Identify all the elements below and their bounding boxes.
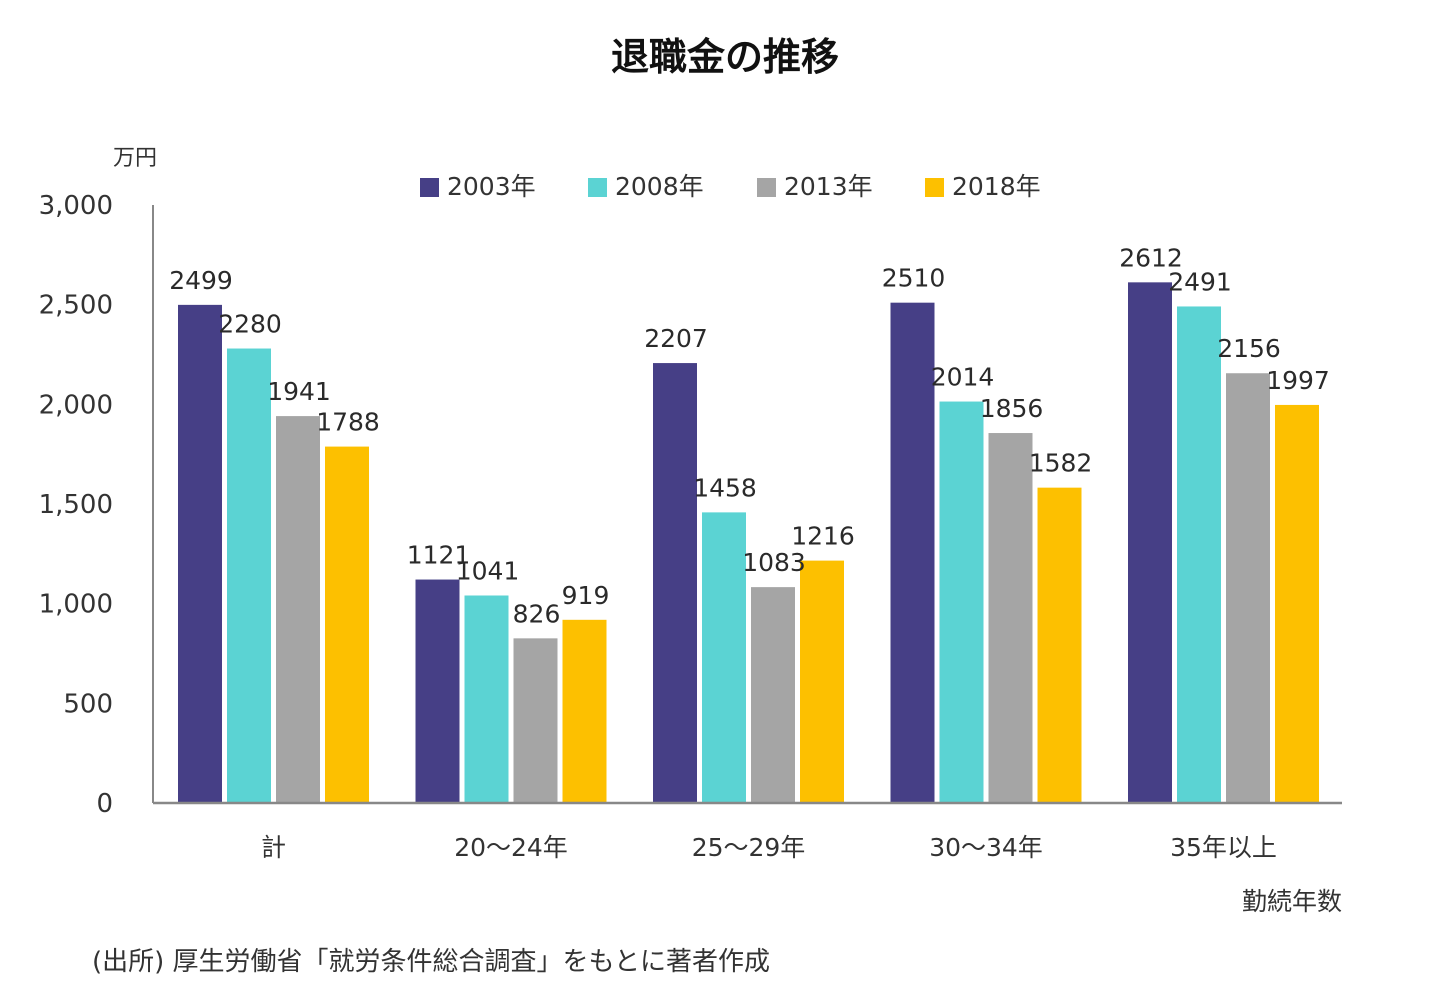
chart-title: 退職金の推移 [611,35,839,79]
bar [751,587,795,803]
source-note: (出所) 厚生労働省「就労条件総合調査」をもとに著者作成 [92,947,770,977]
bar [988,433,1033,803]
data-label: 1083 [742,548,806,577]
legend-label: 2013年 [784,172,873,201]
bar [227,348,271,803]
bars [178,282,1319,804]
bar [702,512,746,803]
bar [800,560,844,803]
y-tick-label: 3,000 [39,191,113,221]
bar [415,579,460,803]
bar [513,638,558,803]
data-label: 826 [513,599,561,628]
y-tick-label: 0 [96,789,113,819]
data-label: 1582 [1029,449,1093,478]
x-axis-categories: 計 20～24年 25～29年 30～34年 35年以上 [261,833,1277,862]
x-category-label: 20～24年 [454,833,568,862]
legend-label: 2018年 [952,172,1041,201]
data-label: 919 [562,581,610,610]
bar [653,363,697,803]
legend-label: 2008年 [615,172,704,201]
y-tick-label: 500 [63,689,113,719]
legend-swatch [588,178,607,197]
bar [1177,306,1221,803]
bar [178,304,222,803]
data-label: 2014 [931,363,995,392]
y-axis-unit-label: 万円 [113,146,157,171]
data-label: 1788 [316,408,380,437]
legend-item: 2008年 [588,172,704,201]
x-axis-title: 勤続年数 [1242,887,1342,916]
data-label: 1458 [693,473,757,502]
bar [325,446,369,803]
x-category-label: 30～34年 [929,833,1043,862]
x-category-label: 計 [261,833,286,862]
legend-swatch [757,178,776,197]
data-label: 2280 [218,310,282,339]
bar [939,401,984,803]
data-label: 2156 [1217,334,1281,363]
y-tick-label: 2,000 [39,390,113,420]
y-tick-label: 2,500 [39,291,113,321]
bar [1128,282,1172,804]
legend-swatch [420,178,439,197]
bar [464,595,509,803]
y-tick-label: 1,000 [39,590,113,620]
bar [890,302,935,803]
data-label: 1997 [1266,366,1330,395]
data-label: 2499 [169,266,233,295]
data-label: 1216 [791,522,855,551]
data-label: 1121 [407,541,471,570]
data-label: 2612 [1119,243,1183,272]
y-tick-label: 1,500 [39,490,113,520]
y-axis-ticks: 0 500 1,000 1,500 2,000 2,500 3,000 [39,191,113,819]
bar [562,619,607,803]
bar [1037,487,1082,803]
x-category-label: 35年以上 [1170,833,1277,862]
legend-label: 2003年 [447,172,536,201]
data-label: 1856 [980,394,1044,423]
data-label: 1041 [456,556,520,585]
legend-swatch [925,178,944,197]
legend: 2003年 2008年 2013年 2018年 [420,172,1041,201]
bar [276,416,320,803]
data-label: 2510 [882,264,946,293]
legend-item: 2018年 [925,172,1041,201]
data-label: 2491 [1168,267,1232,296]
legend-item: 2003年 [420,172,536,201]
bar [1275,404,1319,803]
data-label: 1941 [267,377,331,406]
legend-item: 2013年 [757,172,873,201]
bar [1226,373,1270,803]
data-label: 2207 [644,324,708,353]
x-category-label: 25～29年 [692,833,806,862]
